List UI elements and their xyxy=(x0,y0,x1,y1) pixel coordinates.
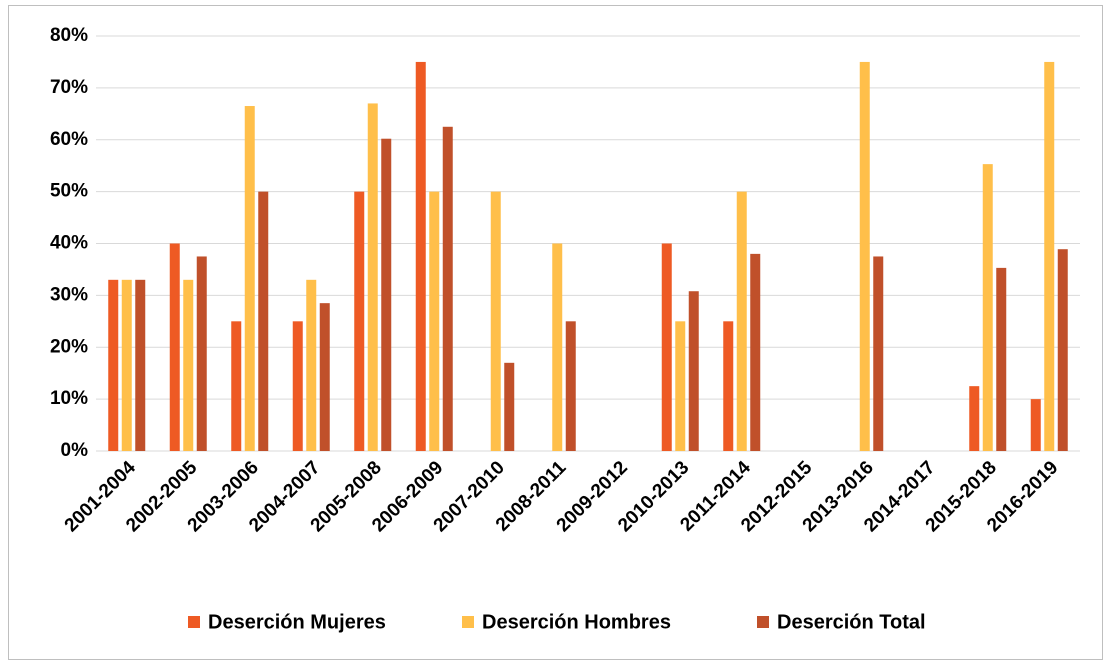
legend-label: Deserción Total xyxy=(777,611,926,633)
bar xyxy=(258,191,269,451)
y-tick-label: 40% xyxy=(50,233,88,254)
bar xyxy=(552,243,563,451)
y-tick-label: 60% xyxy=(50,129,88,150)
bar xyxy=(319,303,330,451)
bar xyxy=(982,164,993,451)
bar xyxy=(231,321,242,451)
bar xyxy=(736,191,747,451)
bar xyxy=(996,267,1007,451)
bar xyxy=(504,362,515,451)
bar xyxy=(429,191,440,451)
y-tick-label: 30% xyxy=(50,284,88,305)
bar xyxy=(859,61,870,451)
bar xyxy=(244,106,255,451)
legend-swatch xyxy=(188,616,200,628)
bar xyxy=(750,253,761,451)
bar xyxy=(723,321,734,451)
bar xyxy=(354,191,365,451)
bar xyxy=(108,279,119,451)
bar xyxy=(415,61,426,451)
bar xyxy=(196,256,207,451)
y-tick-label: 10% xyxy=(50,388,88,409)
legend-swatch xyxy=(757,616,769,628)
legend-label: Deserción Hombres xyxy=(482,611,671,633)
legend-label: Deserción Mujeres xyxy=(208,611,386,633)
bar xyxy=(1057,249,1068,451)
bar xyxy=(969,386,980,451)
legend-swatch xyxy=(462,616,474,628)
bar xyxy=(490,191,501,451)
bar xyxy=(381,138,392,451)
bar xyxy=(183,279,194,451)
bar xyxy=(675,321,686,451)
y-tick-label: 80% xyxy=(50,25,88,46)
bar xyxy=(1030,399,1041,451)
bar xyxy=(442,126,453,451)
bar xyxy=(121,279,132,451)
bar xyxy=(565,321,576,451)
bar xyxy=(135,279,146,451)
y-tick-label: 0% xyxy=(61,440,89,461)
bar xyxy=(873,256,884,451)
bar xyxy=(367,103,378,451)
y-tick-label: 70% xyxy=(50,77,88,98)
y-tick-label: 20% xyxy=(50,336,88,357)
y-tick-label: 50% xyxy=(50,181,88,202)
bar xyxy=(661,243,672,451)
bar xyxy=(306,279,317,451)
bar xyxy=(688,291,699,451)
bar xyxy=(1044,61,1055,451)
bar xyxy=(292,321,303,451)
bar xyxy=(169,243,180,451)
